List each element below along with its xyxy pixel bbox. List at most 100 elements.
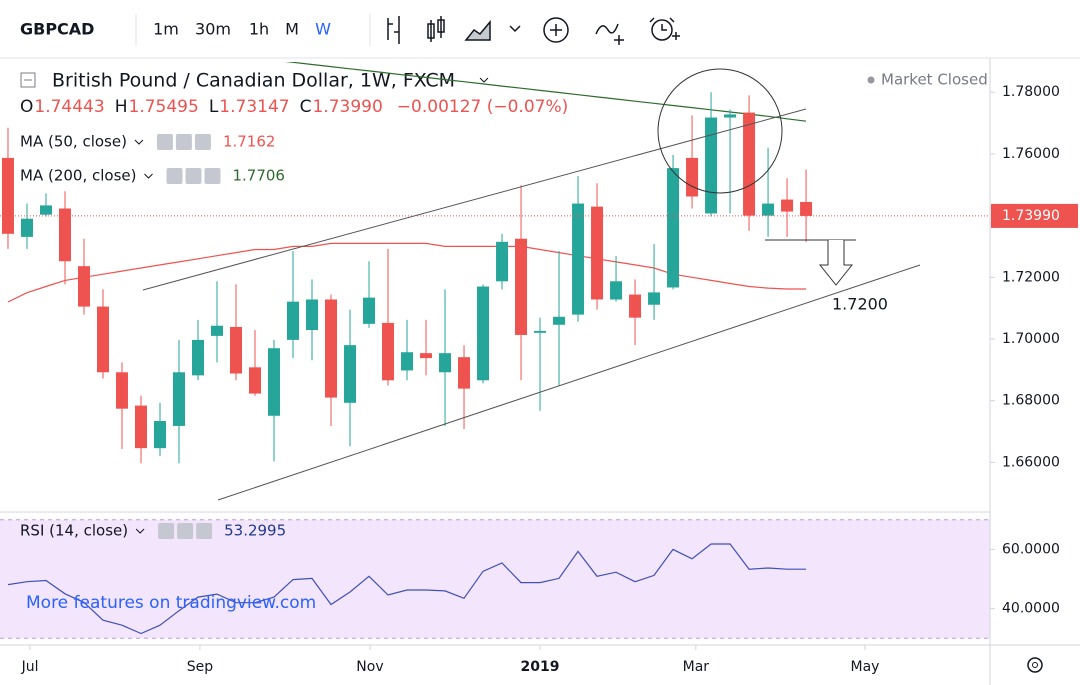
candle-body	[77, 266, 90, 307]
indicator-button[interactable]	[166, 168, 183, 184]
y-tick-label: 1.72000	[1002, 269, 1060, 285]
down-arrow	[818, 240, 854, 286]
ohlc-key: H	[115, 97, 128, 117]
rsi-band	[0, 519, 990, 639]
moving-average-line	[285, 62, 807, 122]
y-tick-label: 1.78000	[1002, 84, 1060, 100]
candle-body	[249, 367, 262, 394]
indicator-name: MA (50, close)	[20, 133, 127, 151]
axes: 1.660001.680001.700001.720001.740001.760…	[21, 84, 1078, 675]
last-price-label: 1.73990	[1002, 208, 1060, 224]
indicator-button[interactable]	[156, 134, 173, 150]
candle-body	[172, 372, 185, 426]
price-pane	[0, 62, 990, 464]
y2-tick-label: 40.0000	[1002, 601, 1060, 617]
indicator-button[interactable]	[175, 134, 192, 150]
rsi-lines	[7, 543, 807, 635]
candle-body	[781, 199, 794, 212]
candle-body	[268, 348, 281, 416]
market-status: Market Closed	[881, 71, 988, 89]
candle-body	[724, 114, 737, 118]
indicator-value: 53.2995	[224, 522, 286, 540]
dropdown[interactable]	[134, 139, 144, 145]
y-tick-label: 1.68000	[1002, 393, 1060, 409]
indicator-button[interactable]	[196, 523, 213, 539]
drawings	[142, 68, 921, 501]
interval-button[interactable]: W	[315, 20, 331, 39]
candle-body	[686, 157, 699, 197]
collapse-button[interactable]	[20, 72, 36, 88]
dropdown[interactable]	[509, 25, 521, 33]
dropdown[interactable]	[479, 77, 489, 83]
candle-body	[667, 168, 680, 288]
y-tick-label: 1.66000	[1002, 454, 1060, 470]
candle-body	[477, 286, 490, 381]
candle-body	[306, 299, 319, 331]
candle-body	[58, 208, 71, 262]
candle-body	[401, 352, 414, 371]
candle-body	[20, 218, 33, 237]
interval-button[interactable]: M	[285, 20, 299, 39]
x-tick-label: Jul	[21, 659, 39, 675]
candle-body	[610, 281, 623, 300]
candle-body	[572, 203, 585, 315]
promo-link[interactable]: More features on tradingview.com	[26, 593, 316, 613]
settings-icon[interactable]	[1027, 657, 1043, 673]
candle-body	[363, 297, 376, 324]
indicator-button[interactable]	[158, 523, 175, 539]
toolbar-icons	[387, 16, 680, 45]
interval-button[interactable]: 30m	[195, 20, 231, 39]
area-style-icon[interactable]	[464, 19, 491, 41]
candle-style-icon[interactable]	[427, 16, 445, 42]
ohlc-legend: O 1.74443 H 1.75495 L 1.73147 C 1.73990 −0.00127…	[20, 97, 568, 117]
candle-body	[134, 405, 147, 449]
x-tick-label: Mar	[683, 659, 710, 675]
candle-body	[743, 112, 756, 216]
candle-body	[534, 330, 547, 333]
indicators-icon[interactable]	[595, 23, 624, 45]
x-tick-label: 2019	[521, 659, 560, 675]
indicator-value: 1.7162	[223, 133, 276, 151]
candle-body	[192, 339, 204, 376]
candle-body	[39, 205, 52, 215]
indicator-button[interactable]	[185, 168, 202, 184]
dropdown[interactable]	[135, 528, 145, 534]
gear[interactable]	[1027, 657, 1043, 673]
compare-icon[interactable]	[543, 17, 569, 43]
ohlc-value: 1.73147	[219, 97, 289, 117]
highlight-circle	[657, 68, 783, 194]
indicator-button[interactable]	[204, 168, 221, 184]
candle-body	[420, 353, 433, 359]
y-tick-label: 1.76000	[1002, 146, 1060, 162]
candle-body	[705, 117, 718, 214]
x-tick-label: May	[850, 659, 879, 675]
candle-body	[325, 299, 338, 398]
ohlc-key: O	[20, 97, 33, 117]
gear-hub	[1032, 662, 1038, 668]
interval-button[interactable]: 1h	[249, 20, 269, 39]
ohlc-value: 1.75495	[129, 97, 199, 117]
indicator-value: 1.7706	[232, 167, 285, 185]
rsi-line	[7, 543, 807, 635]
candle-body	[211, 325, 224, 336]
alert-icon[interactable]	[651, 19, 673, 41]
candle-body	[496, 241, 509, 282]
y-tick-label: 1.70000	[1002, 331, 1060, 347]
candle-body	[115, 372, 128, 409]
ohlc-value: 1.74443	[34, 97, 104, 117]
target-annotation: 1.7200	[832, 295, 888, 314]
ohlc-key: L	[209, 97, 219, 117]
interval-button[interactable]: 1m	[153, 20, 179, 39]
ma-legend: MA (50, close) 1.7162 MA (200, close) 1.770…	[20, 133, 285, 185]
candle-body	[591, 206, 604, 300]
status-dot	[867, 76, 875, 84]
candle-body	[344, 345, 357, 403]
change-value: −0.00127 (−0.07%)	[397, 97, 568, 117]
candle-body	[230, 326, 243, 374]
dropdown[interactable]	[144, 173, 153, 179]
indicator-button[interactable]	[194, 134, 211, 150]
indicator-button[interactable]	[177, 523, 194, 539]
ohlc-value: 1.73990	[312, 97, 382, 117]
bar-style-icon[interactable]	[387, 16, 400, 44]
symbol[interactable]: GBPCAD	[20, 20, 94, 39]
